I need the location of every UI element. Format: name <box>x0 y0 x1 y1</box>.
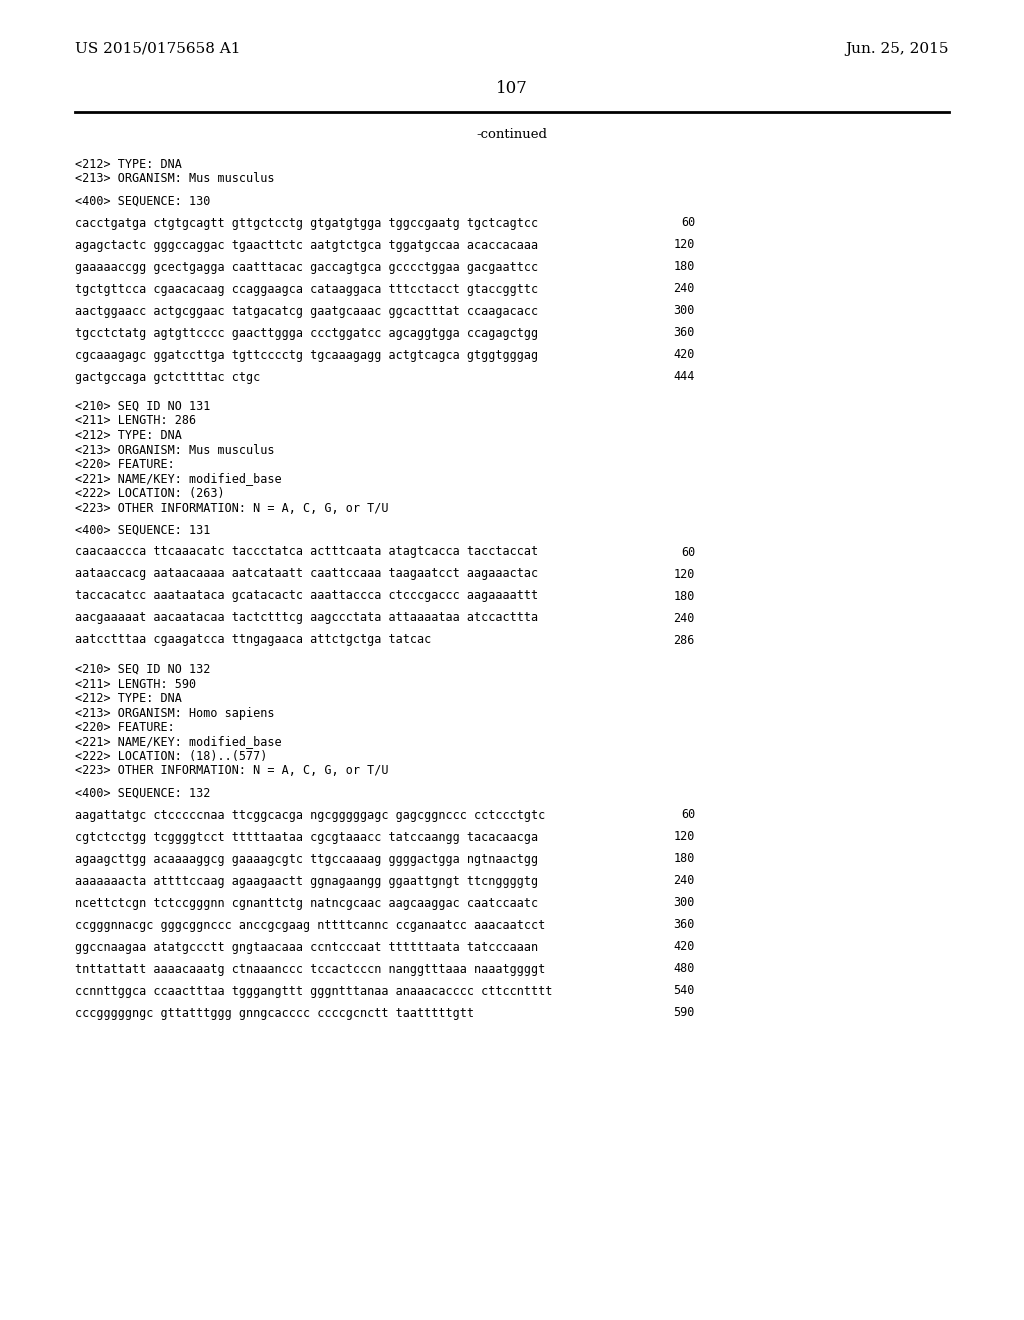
Text: <222> LOCATION: (263): <222> LOCATION: (263) <box>75 487 224 500</box>
Text: aactggaacc actgcggaac tatgacatcg gaatgcaaac ggcactttat ccaagacacc: aactggaacc actgcggaac tatgacatcg gaatgca… <box>75 305 539 318</box>
Text: 590: 590 <box>674 1006 695 1019</box>
Text: ccgggnnacgc gggcggnccc anccgcgaag nttttcannc ccganaatcc aaacaatcct: ccgggnnacgc gggcggnccc anccgcgaag nttttc… <box>75 919 545 932</box>
Text: <210> SEQ ID NO 132: <210> SEQ ID NO 132 <box>75 663 210 676</box>
Text: cacctgatga ctgtgcagtt gttgctcctg gtgatgtgga tggccgaatg tgctcagtcc: cacctgatga ctgtgcagtt gttgctcctg gtgatgt… <box>75 216 539 230</box>
Text: gactgccaga gctcttttac ctgc: gactgccaga gctcttttac ctgc <box>75 371 260 384</box>
Text: 360: 360 <box>674 919 695 932</box>
Text: agaagcttgg acaaaaggcg gaaaagcgtc ttgccaaaag ggggactgga ngtnaactgg: agaagcttgg acaaaaggcg gaaaagcgtc ttgccaa… <box>75 853 539 866</box>
Text: 286: 286 <box>674 634 695 647</box>
Text: US 2015/0175658 A1: US 2015/0175658 A1 <box>75 42 241 55</box>
Text: 120: 120 <box>674 568 695 581</box>
Text: 444: 444 <box>674 371 695 384</box>
Text: 107: 107 <box>496 81 528 96</box>
Text: <212> TYPE: DNA: <212> TYPE: DNA <box>75 158 182 172</box>
Text: cgcaaagagc ggatccttga tgttcccctg tgcaaagagg actgtcagca gtggtgggag: cgcaaagagc ggatccttga tgttcccctg tgcaaag… <box>75 348 539 362</box>
Text: 180: 180 <box>674 260 695 273</box>
Text: 300: 300 <box>674 896 695 909</box>
Text: <223> OTHER INFORMATION: N = A, C, G, or T/U: <223> OTHER INFORMATION: N = A, C, G, or… <box>75 502 388 515</box>
Text: 300: 300 <box>674 305 695 318</box>
Text: 60: 60 <box>681 216 695 230</box>
Text: 60: 60 <box>681 545 695 558</box>
Text: 240: 240 <box>674 611 695 624</box>
Text: <213> ORGANISM: Homo sapiens: <213> ORGANISM: Homo sapiens <box>75 706 274 719</box>
Text: Jun. 25, 2015: Jun. 25, 2015 <box>846 42 949 55</box>
Text: <212> TYPE: DNA: <212> TYPE: DNA <box>75 692 182 705</box>
Text: -continued: -continued <box>476 128 548 141</box>
Text: <213> ORGANISM: Mus musculus: <213> ORGANISM: Mus musculus <box>75 444 274 457</box>
Text: 540: 540 <box>674 985 695 998</box>
Text: cccgggggngc gttatttggg gnngcacccc ccccgcnctt taatttttgtt: cccgggggngc gttatttggg gnngcacccc ccccgc… <box>75 1006 474 1019</box>
Text: taccacatcc aaataataca gcatacactc aaattaccca ctcccgaccc aagaaaattt: taccacatcc aaataataca gcatacactc aaattac… <box>75 590 539 602</box>
Text: 420: 420 <box>674 348 695 362</box>
Text: 180: 180 <box>674 853 695 866</box>
Text: aatcctttaa cgaagatcca ttngagaaca attctgctga tatcac: aatcctttaa cgaagatcca ttngagaaca attctgc… <box>75 634 431 647</box>
Text: ncettctcgn tctccgggnn cgnanttctg natncgcaac aagcaaggac caatccaatc: ncettctcgn tctccgggnn cgnanttctg natncgc… <box>75 896 539 909</box>
Text: <213> ORGANISM: Mus musculus: <213> ORGANISM: Mus musculus <box>75 173 274 186</box>
Text: ccnnttggca ccaactttaa tgggangttt gggntttanaa anaaacacccc cttccntttt: ccnnttggca ccaactttaa tgggangttt gggnttt… <box>75 985 552 998</box>
Text: <211> LENGTH: 590: <211> LENGTH: 590 <box>75 677 197 690</box>
Text: 60: 60 <box>681 808 695 821</box>
Text: tnttattatt aaaacaaatg ctnaaanccc tccactcccn nanggtttaaa naaatggggt: tnttattatt aaaacaaatg ctnaaanccc tccactc… <box>75 962 545 975</box>
Text: aagattatgc ctcccccnaa ttcggcacga ngcgggggagc gagcggnccc cctccctgtc: aagattatgc ctcccccnaa ttcggcacga ngcgggg… <box>75 808 545 821</box>
Text: <211> LENGTH: 286: <211> LENGTH: 286 <box>75 414 197 428</box>
Text: aacgaaaaat aacaatacaa tactctttcg aagccctata attaaaataa atccacttta: aacgaaaaat aacaatacaa tactctttcg aagccct… <box>75 611 539 624</box>
Text: 120: 120 <box>674 239 695 252</box>
Text: tgctgttcca cgaacacaag ccaggaagca cataaggaca tttcctacct gtaccggttc: tgctgttcca cgaacacaag ccaggaagca cataagg… <box>75 282 539 296</box>
Text: 360: 360 <box>674 326 695 339</box>
Text: caacaaccca ttcaaacatc taccctatca actttcaata atagtcacca tacctaccat: caacaaccca ttcaaacatc taccctatca actttca… <box>75 545 539 558</box>
Text: <212> TYPE: DNA: <212> TYPE: DNA <box>75 429 182 442</box>
Text: 480: 480 <box>674 962 695 975</box>
Text: <222> LOCATION: (18)..(577): <222> LOCATION: (18)..(577) <box>75 750 267 763</box>
Text: cgtctcctgg tcggggtcct tttttaataa cgcgtaaacc tatccaangg tacacaacga: cgtctcctgg tcggggtcct tttttaataa cgcgtaa… <box>75 830 539 843</box>
Text: gaaaaaccgg gcectgagga caatttacac gaccagtgca gcccctggaa gacgaattcc: gaaaaaccgg gcectgagga caatttacac gaccagt… <box>75 260 539 273</box>
Text: <220> FEATURE:: <220> FEATURE: <box>75 721 175 734</box>
Text: <400> SEQUENCE: 131: <400> SEQUENCE: 131 <box>75 524 210 536</box>
Text: 120: 120 <box>674 830 695 843</box>
Text: 240: 240 <box>674 874 695 887</box>
Text: 420: 420 <box>674 940 695 953</box>
Text: aataaccacg aataacaaaa aatcataatt caattccaaa taagaatcct aagaaactac: aataaccacg aataacaaaa aatcataatt caattcc… <box>75 568 539 581</box>
Text: <223> OTHER INFORMATION: N = A, C, G, or T/U: <223> OTHER INFORMATION: N = A, C, G, or… <box>75 764 388 777</box>
Text: aaaaaaacta attttccaag agaagaactt ggnagaangg ggaattgngt ttcnggggtg: aaaaaaacta attttccaag agaagaactt ggnagaa… <box>75 874 539 887</box>
Text: tgcctctatg agtgttcccc gaacttggga ccctggatcc agcaggtgga ccagagctgg: tgcctctatg agtgttcccc gaacttggga ccctgga… <box>75 326 539 339</box>
Text: agagctactc gggccaggac tgaacttctc aatgtctgca tggatgccaa acaccacaaa: agagctactc gggccaggac tgaacttctc aatgtct… <box>75 239 539 252</box>
Text: <221> NAME/KEY: modified_base: <221> NAME/KEY: modified_base <box>75 473 282 486</box>
Text: <210> SEQ ID NO 131: <210> SEQ ID NO 131 <box>75 400 210 413</box>
Text: 240: 240 <box>674 282 695 296</box>
Text: ggccnaagaa atatgccctt gngtaacaaa ccntcccaat ttttttaata tatcccaaan: ggccnaagaa atatgccctt gngtaacaaa ccntccc… <box>75 940 539 953</box>
Text: <220> FEATURE:: <220> FEATURE: <box>75 458 175 471</box>
Text: <400> SEQUENCE: 130: <400> SEQUENCE: 130 <box>75 194 210 207</box>
Text: <221> NAME/KEY: modified_base: <221> NAME/KEY: modified_base <box>75 735 282 748</box>
Text: <400> SEQUENCE: 132: <400> SEQUENCE: 132 <box>75 787 210 800</box>
Text: 180: 180 <box>674 590 695 602</box>
